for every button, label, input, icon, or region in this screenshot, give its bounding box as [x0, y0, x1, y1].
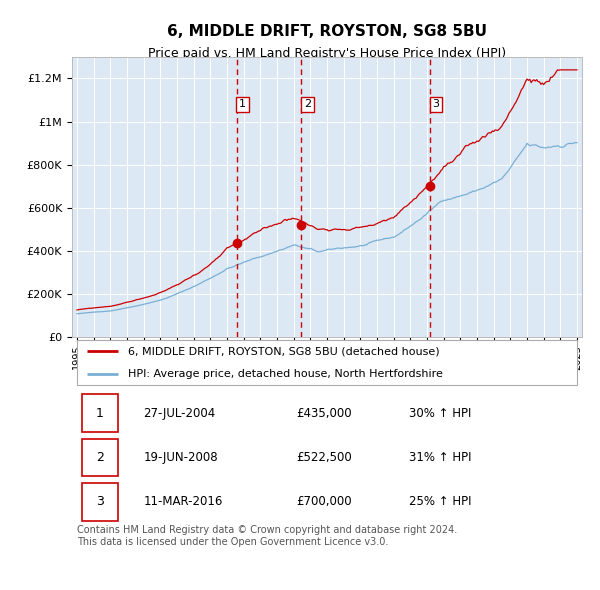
- Text: 25% ↑ HPI: 25% ↑ HPI: [409, 496, 471, 509]
- Text: 6, MIDDLE DRIFT, ROYSTON, SG8 5BU: 6, MIDDLE DRIFT, ROYSTON, SG8 5BU: [167, 24, 487, 38]
- Text: 2: 2: [304, 99, 311, 109]
- Text: HPI: Average price, detached house, North Hertfordshire: HPI: Average price, detached house, Nort…: [128, 369, 443, 379]
- Text: £435,000: £435,000: [296, 407, 352, 419]
- FancyBboxPatch shape: [77, 340, 577, 385]
- Text: 3: 3: [433, 99, 440, 109]
- FancyBboxPatch shape: [82, 394, 118, 432]
- Text: 31% ↑ HPI: 31% ↑ HPI: [409, 451, 471, 464]
- Text: 30% ↑ HPI: 30% ↑ HPI: [409, 407, 471, 419]
- FancyBboxPatch shape: [82, 483, 118, 521]
- Text: Price paid vs. HM Land Registry's House Price Index (HPI): Price paid vs. HM Land Registry's House …: [148, 47, 506, 60]
- FancyBboxPatch shape: [82, 439, 118, 476]
- Text: Contains HM Land Registry data © Crown copyright and database right 2024.
This d: Contains HM Land Registry data © Crown c…: [77, 525, 457, 546]
- Text: 1: 1: [96, 407, 104, 419]
- Text: 19-JUN-2008: 19-JUN-2008: [143, 451, 218, 464]
- Text: 2: 2: [96, 451, 104, 464]
- Text: 3: 3: [96, 496, 104, 509]
- Text: 6, MIDDLE DRIFT, ROYSTON, SG8 5BU (detached house): 6, MIDDLE DRIFT, ROYSTON, SG8 5BU (detac…: [128, 346, 440, 356]
- Text: 1: 1: [239, 99, 246, 109]
- Text: £700,000: £700,000: [296, 496, 352, 509]
- Text: 27-JUL-2004: 27-JUL-2004: [143, 407, 215, 419]
- Text: £522,500: £522,500: [296, 451, 352, 464]
- Text: 11-MAR-2016: 11-MAR-2016: [143, 496, 223, 509]
